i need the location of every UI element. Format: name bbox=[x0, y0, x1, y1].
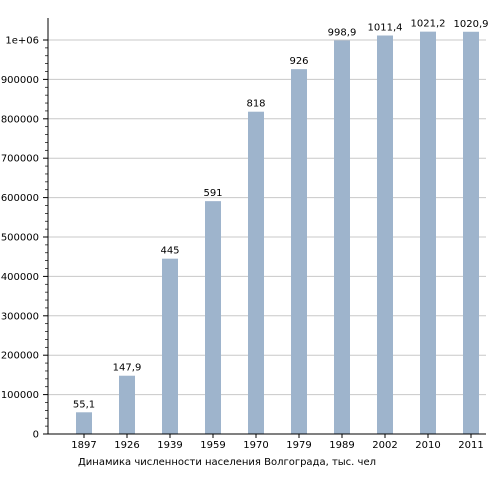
y-tick-label: 700000 bbox=[1, 154, 39, 165]
data-label-2002: 1011,4 bbox=[368, 23, 403, 34]
x-tick-label-1926: 1926 bbox=[114, 440, 139, 451]
data-label-1970: 818 bbox=[246, 99, 265, 110]
y-tick-label: 200000 bbox=[1, 351, 39, 362]
x-tick-label-1970: 1970 bbox=[243, 440, 268, 451]
data-label-1989: 998,9 bbox=[328, 27, 357, 38]
bar-1989 bbox=[334, 40, 350, 434]
bar-1959 bbox=[205, 201, 221, 434]
axes bbox=[43, 18, 486, 438]
y-tick-label: 400000 bbox=[1, 272, 39, 283]
x-tick-label-1989: 1989 bbox=[329, 440, 354, 451]
bar-2010 bbox=[420, 31, 436, 435]
data-label-1897: 55,1 bbox=[73, 399, 95, 410]
y-tick-label: 900000 bbox=[1, 75, 39, 86]
data-label-2010: 1021,2 bbox=[411, 19, 446, 30]
bar-1970 bbox=[248, 111, 264, 434]
bars bbox=[76, 31, 479, 435]
x-tick-label-2010: 2010 bbox=[415, 440, 440, 451]
bar-1897 bbox=[76, 412, 92, 434]
data-label-1939: 445 bbox=[160, 246, 179, 257]
data-label-1926: 147,9 bbox=[113, 363, 142, 374]
x-tick-label-2002: 2002 bbox=[372, 440, 397, 451]
x-tick-label-1979: 1979 bbox=[286, 440, 311, 451]
data-label-2011: 1020,9 bbox=[454, 19, 489, 30]
x-tick-label-2011: 2011 bbox=[458, 440, 483, 451]
x-tick-label-1959: 1959 bbox=[200, 440, 225, 451]
bar-1926 bbox=[119, 375, 135, 434]
bar-1939 bbox=[162, 258, 178, 434]
data-label-1959: 591 bbox=[203, 188, 222, 199]
y-tick-label: 1e+06 bbox=[5, 36, 39, 47]
x-tick-label-1939: 1939 bbox=[157, 440, 182, 451]
y-tick-label: 800000 bbox=[1, 114, 39, 125]
bar-2011 bbox=[463, 31, 479, 434]
y-tick-label: 100000 bbox=[1, 390, 39, 401]
labels: 0 100000 200000 300000 400000 500000 600000 700… bbox=[1, 19, 489, 451]
data-label-1979: 926 bbox=[289, 56, 308, 67]
bar-2002 bbox=[377, 35, 393, 435]
y-tick-label: 600000 bbox=[1, 193, 39, 204]
bar-1979 bbox=[291, 69, 307, 434]
y-tick-label: 300000 bbox=[1, 311, 39, 322]
y-tick-label: 0 bbox=[33, 430, 39, 441]
y-tick-label: 500000 bbox=[1, 233, 39, 244]
x-axis-caption: Динамика численности населения Волгоград… bbox=[78, 457, 376, 468]
x-tick-label-1897: 1897 bbox=[71, 440, 96, 451]
grid-lines bbox=[48, 39, 486, 396]
